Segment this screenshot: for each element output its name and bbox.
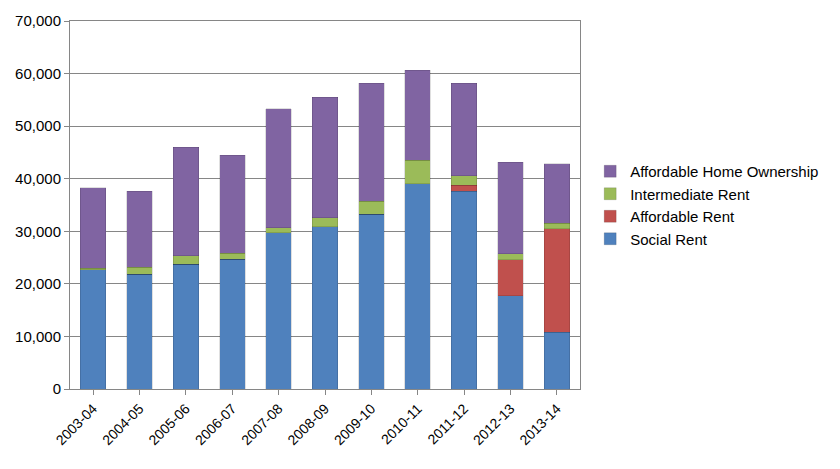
svg-text:2005-06: 2005-06 (145, 400, 193, 448)
svg-text:60,000: 60,000 (15, 65, 61, 82)
svg-text:2011-12: 2011-12 (424, 400, 471, 447)
svg-text:2008-09: 2008-09 (284, 400, 332, 448)
svg-text:10,000: 10,000 (15, 328, 61, 345)
svg-text:2004-05: 2004-05 (99, 400, 147, 448)
svg-text:30,000: 30,000 (15, 223, 61, 240)
svg-text:2003-04: 2003-04 (53, 400, 101, 448)
svg-text:2012-13: 2012-13 (470, 400, 518, 448)
svg-text:2009-10: 2009-10 (331, 400, 379, 448)
svg-text:0: 0 (53, 380, 61, 397)
svg-text:40,000: 40,000 (15, 170, 61, 187)
svg-text:50,000: 50,000 (15, 117, 61, 134)
svg-text:20,000: 20,000 (15, 275, 61, 292)
svg-text:2010-11: 2010-11 (378, 400, 425, 447)
svg-text:Intermediate Rent: Intermediate Rent (630, 186, 750, 203)
svg-text:2006-07: 2006-07 (192, 400, 240, 448)
svg-text:70,000: 70,000 (15, 12, 61, 29)
svg-text:Affordable Home Ownership: Affordable Home Ownership (630, 163, 818, 180)
svg-text:Social Rent: Social Rent (630, 231, 708, 248)
svg-text:2007-08: 2007-08 (238, 400, 286, 448)
svg-text:2013-14: 2013-14 (516, 400, 564, 448)
svg-text:Affordable Rent: Affordable Rent (630, 208, 735, 225)
